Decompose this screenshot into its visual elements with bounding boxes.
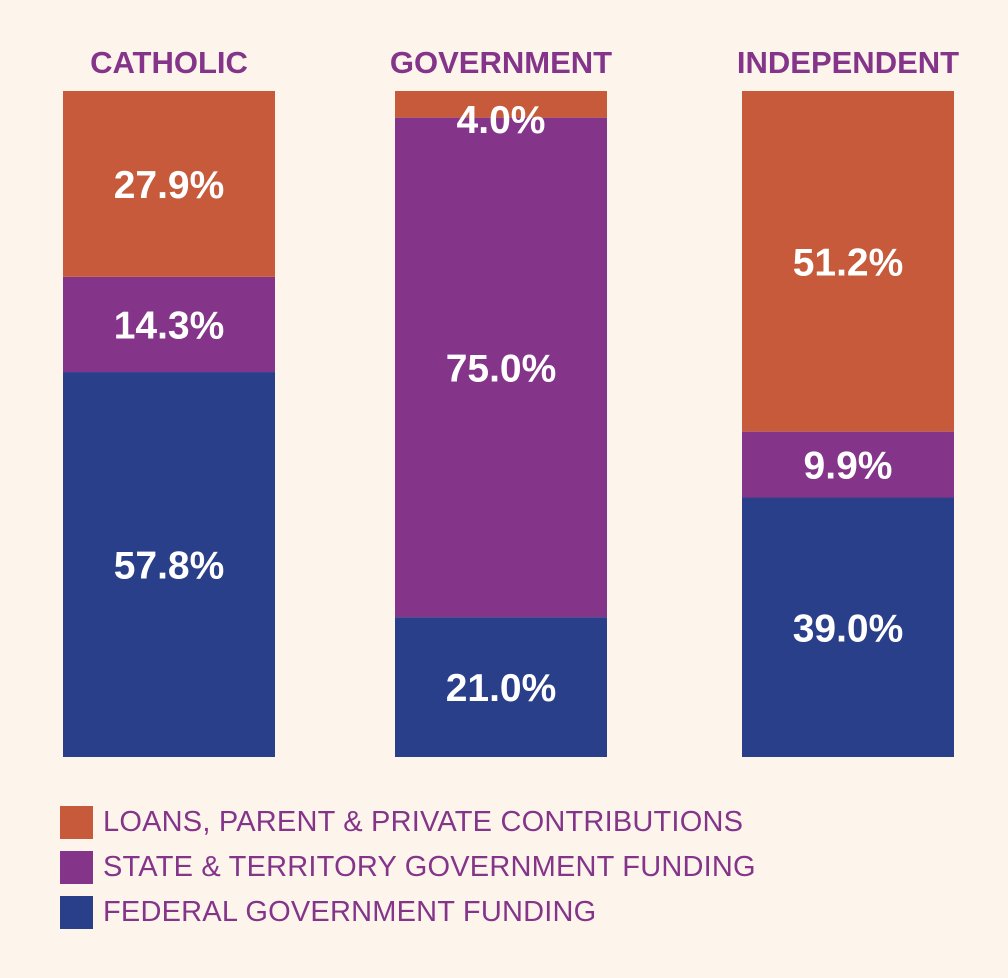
legend-swatch-state [60,851,93,884]
bar-segment-independent-loans-parent-private-contributions [742,91,954,432]
legend-label-state: STATE & TERRITORY GOVERNMENT FUNDING [103,851,756,883]
bar-segment-catholic-loans-parent-private-contributions [63,91,275,277]
bar-segment-government-state-territory-government-funding [395,117,607,618]
legend-swatch-loans [60,806,93,839]
data-label-government-federal-government-funding: 21.0% [446,667,557,710]
legend-label-loans: LOANS, PARENT & PRIVATE CONTRIBUTIONS [103,806,744,838]
legend: LOANS, PARENT & PRIVATE CONTRIBUTIONS ST… [60,800,756,935]
data-label-catholic-federal-government-funding: 57.8% [114,545,225,588]
category-label-government: GOVERNMENT [390,45,612,80]
data-label-independent-state-territory-government-funding: 9.9% [804,445,893,488]
legend-item-federal: FEDERAL GOVERNMENT FUNDING [60,890,756,935]
data-label-independent-federal-government-funding: 39.0% [793,607,904,650]
bar-segment-government-federal-government-funding [395,617,607,757]
legend-item-loans: LOANS, PARENT & PRIVATE CONTRIBUTIONS [60,800,756,845]
data-label-government-loans-parent-private-contributions: 4.0% [457,99,546,142]
bar-segment-catholic-state-territory-government-funding [63,276,275,373]
category-label-catholic: CATHOLIC [90,45,248,80]
bar-segment-catholic-federal-government-funding [63,372,275,757]
bar-segment-government-loans-parent-private-contributions [395,91,607,118]
bar-segment-independent-federal-government-funding [742,497,954,757]
bar-segment-independent-state-territory-government-funding [742,431,954,498]
data-label-catholic-loans-parent-private-contributions: 27.9% [114,164,225,207]
legend-swatch-federal [60,896,93,929]
category-label-independent: INDEPENDENT [737,45,959,80]
legend-item-state: STATE & TERRITORY GOVERNMENT FUNDING [60,845,756,890]
data-label-independent-loans-parent-private-contributions: 51.2% [793,241,904,284]
data-label-government-state-territory-government-funding: 75.0% [446,347,557,390]
legend-label-federal: FEDERAL GOVERNMENT FUNDING [103,896,597,928]
stacked-bar-chart: CATHOLIC 57.8% 14.3% 27.9% GOVERNMENT 21.0% 75… [63,45,959,757]
data-label-catholic-state-territory-government-funding: 14.3% [114,304,225,347]
